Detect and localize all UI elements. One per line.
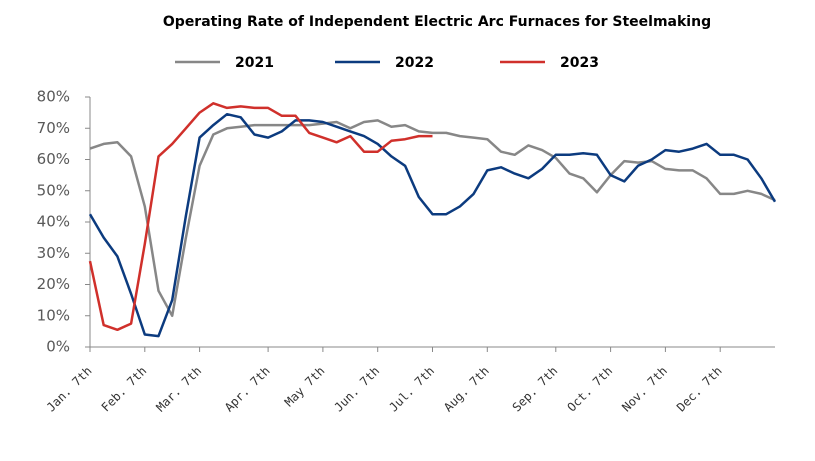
- y-tick-label: 0%: [46, 338, 70, 356]
- series-line: [88, 102, 433, 332]
- series-line: [89, 119, 776, 318]
- x-tick-label: May 7th: [282, 364, 328, 410]
- y-tick-label: 60%: [37, 150, 70, 168]
- y-tick-label: 80%: [37, 88, 70, 106]
- y-tick-label: 70%: [37, 119, 70, 137]
- x-tick-label: Aug. 7th: [441, 364, 492, 415]
- x-tick-label: Jul. 7th: [386, 364, 437, 415]
- y-tick-label: 50%: [37, 181, 70, 199]
- y-tick-label: 20%: [37, 275, 70, 293]
- y-tick-label: 40%: [37, 213, 70, 231]
- x-tick-label: Jan. 7th: [44, 364, 95, 415]
- legend-label: 2023: [560, 55, 599, 71]
- legend-label: 2021: [235, 55, 274, 71]
- legend-label: 2022: [395, 55, 434, 71]
- series-line: [88, 112, 777, 338]
- x-tick-label: Feb. 7th: [99, 364, 150, 415]
- x-tick-label: Dec. 7th: [674, 364, 725, 415]
- chart-title: Operating Rate of Independent Electric A…: [163, 14, 711, 30]
- x-tick-label: Sep. 7th: [510, 364, 561, 415]
- x-tick-label: Jun. 7th: [332, 364, 383, 415]
- x-tick-label: Nov. 7th: [619, 364, 670, 415]
- x-tick-label: Mar. 7th: [153, 364, 204, 415]
- y-tick-label: 30%: [37, 244, 70, 262]
- x-tick-label: Oct. 7th: [564, 364, 615, 415]
- x-tick-label: Apr. 7th: [222, 364, 273, 415]
- y-tick-label: 10%: [37, 306, 70, 324]
